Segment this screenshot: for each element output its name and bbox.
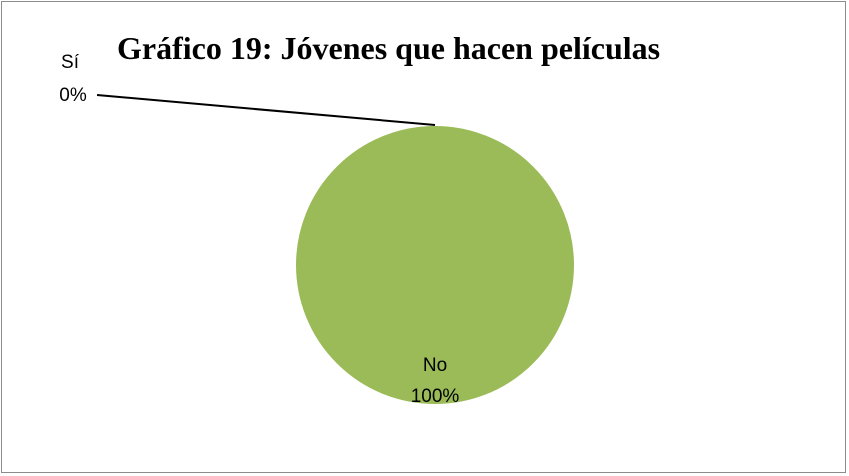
data-label-no-category: No bbox=[423, 355, 447, 376]
chart-title: Gráfico 19: Jóvenes que hacen películas bbox=[117, 30, 661, 66]
data-label-si-percent: 0% bbox=[59, 85, 87, 106]
data-label-no-percent: 100% bbox=[411, 386, 460, 407]
leader-line-si bbox=[96, 94, 436, 126]
data-label-si-category: Sí bbox=[61, 52, 80, 73]
